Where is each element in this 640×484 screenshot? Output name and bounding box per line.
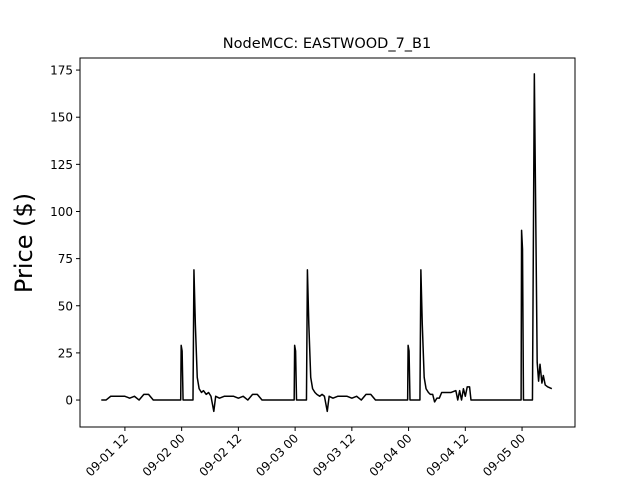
y-axis-label: Price ($) [10,193,38,293]
y-tick-label: 75 [58,252,73,266]
chart-title: NodeMCC: EASTWOOD_7_B1 [223,36,431,52]
price-line [101,73,553,413]
y-tick-label: 50 [58,299,73,313]
x-tick-label: 09-01 12 [83,431,131,479]
x-tick-label: 09-02 00 [140,431,188,479]
y-tick-label: 25 [58,346,73,360]
x-tick-label: 09-03 12 [310,431,358,479]
y-tick-label: 150 [50,111,73,125]
x-tick-label: 09-04 12 [423,431,471,479]
y-tick-label: 175 [50,64,73,78]
x-tick-label: 09-04 00 [367,431,415,479]
x-tick-label: 09-03 00 [253,431,301,479]
x-tick-label: 09-02 12 [196,431,244,479]
y-tick-label: 125 [50,158,73,172]
y-tick-label: 0 [65,394,73,408]
plot-frame [79,57,576,428]
y-tick-label: 100 [50,205,73,219]
x-tick-label: 09-05 00 [480,431,528,479]
